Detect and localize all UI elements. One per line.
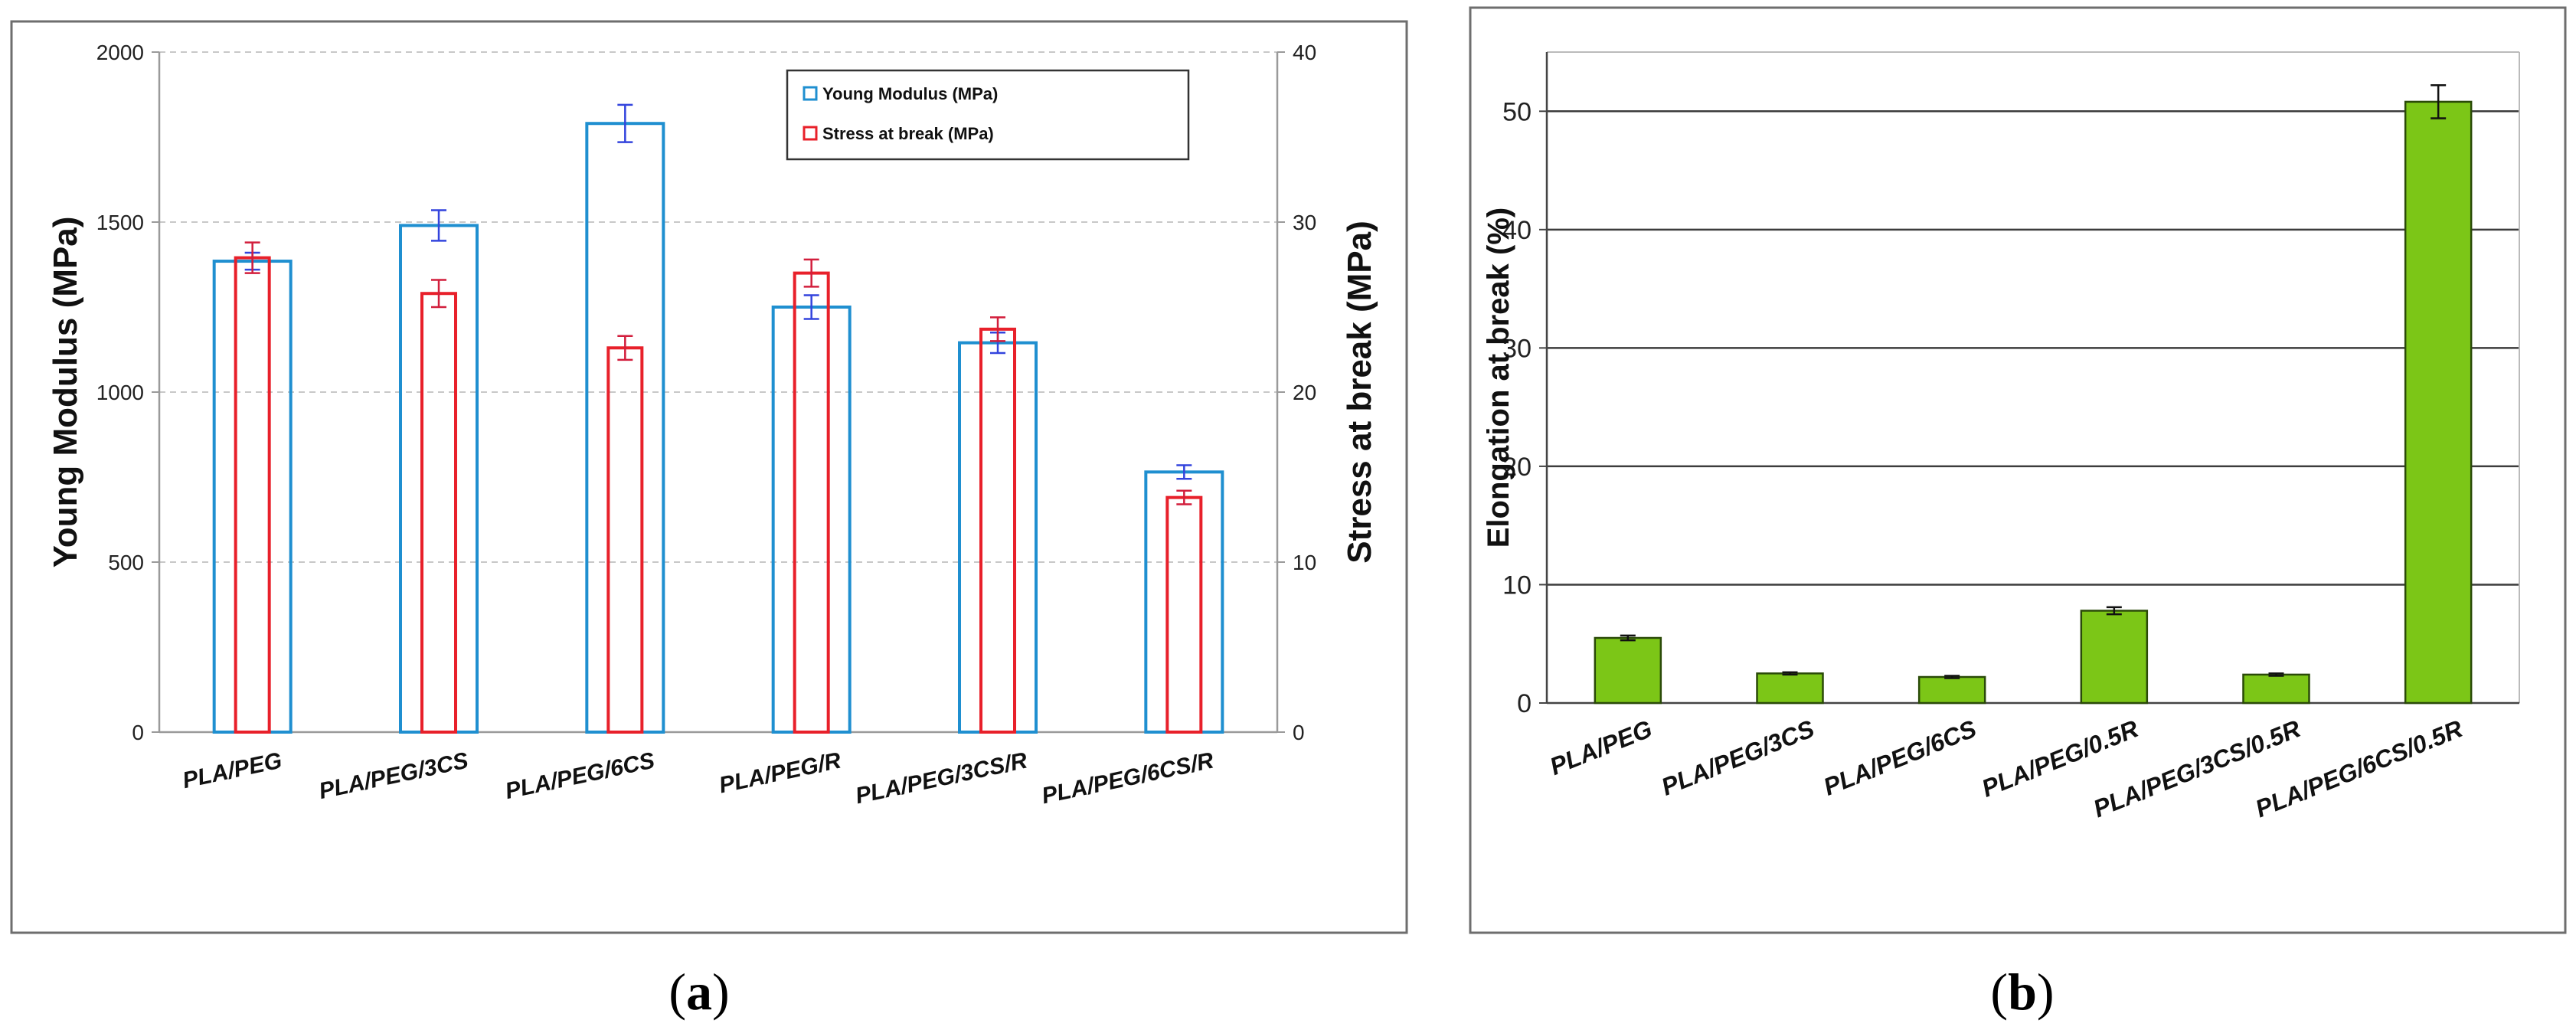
panel-b-frame bbox=[1469, 6, 2567, 934]
legend-label-1: Stress at break (MPa) bbox=[822, 124, 994, 143]
legend-swatch-1 bbox=[803, 126, 818, 141]
y-tick-label-b-2: 20 bbox=[1502, 453, 1532, 482]
y-tick-label-right-4: 40 bbox=[1293, 41, 1316, 64]
bar-elongation-4 bbox=[2242, 673, 2310, 705]
y-tick-label-right-3: 30 bbox=[1293, 211, 1316, 234]
y-tick-label-b-3: 30 bbox=[1502, 334, 1532, 363]
legend-swatch-0 bbox=[803, 86, 818, 101]
legend-label-0: Young Modulus (MPa) bbox=[822, 84, 998, 103]
panel-a-chart: 0 500 1000 1500 2000 0 10 20 30 40 Young Modulus (… bbox=[47, 41, 1378, 809]
y-axis-title-right: Stress at break (MPa) bbox=[1341, 221, 1378, 564]
y-tick-label-left-0: 0 bbox=[132, 721, 144, 744]
bar-elongation-3 bbox=[2080, 610, 2149, 705]
y-tick-label-right-0: 0 bbox=[1293, 721, 1305, 744]
y-tick-label-b-5: 50 bbox=[1502, 97, 1532, 126]
y-axis-title-left: Young Modulus (MPa) bbox=[47, 217, 84, 568]
y-tick-label-left-3: 1500 bbox=[96, 211, 144, 234]
bar-elongation-0 bbox=[1594, 636, 1662, 705]
y-tick-label-right-2: 20 bbox=[1293, 381, 1316, 404]
y-tick-label-left-1: 500 bbox=[108, 551, 144, 574]
caption-b: (b) bbox=[1990, 963, 2054, 1021]
y-tick-label-left-4: 2000 bbox=[96, 41, 144, 64]
bar-elongation-5 bbox=[2404, 100, 2473, 705]
panel-a-frame bbox=[10, 20, 1408, 934]
y-axis-title-b: Elongation at break (%) bbox=[1482, 208, 1515, 548]
y-tick-label-left-2: 1000 bbox=[96, 381, 144, 404]
y-tick-label-b-0: 0 bbox=[1517, 689, 1532, 718]
y-tick-label-b-1: 10 bbox=[1502, 571, 1532, 600]
caption-a: (a) bbox=[669, 963, 729, 1021]
bar-elongation-1 bbox=[1756, 672, 1824, 705]
bar-elongation-2 bbox=[1917, 675, 1986, 705]
legend-a-box bbox=[786, 69, 1190, 161]
y-tick-label-b-4: 40 bbox=[1502, 216, 1532, 245]
y-tick-label-right-1: 10 bbox=[1293, 551, 1316, 574]
